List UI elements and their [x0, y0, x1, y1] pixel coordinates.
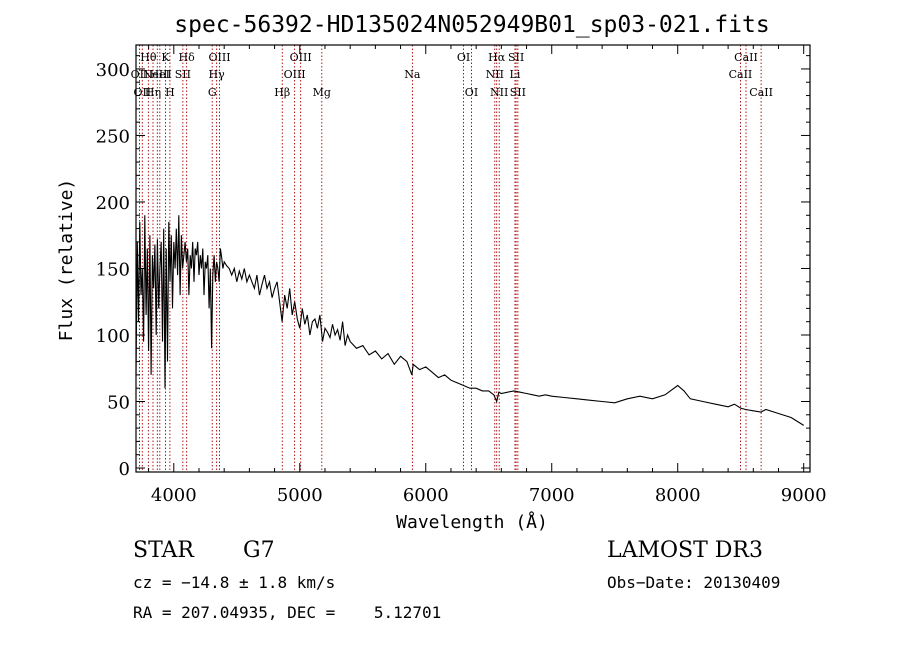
line-label-19: OI: [465, 86, 478, 99]
line-label-3: Hη: [145, 86, 161, 99]
survey-name: LAMOST DR3: [607, 538, 763, 563]
y-tick-label-4: 200: [96, 193, 130, 214]
line-label-28: CaII: [749, 86, 773, 99]
plot-frame: [135, 44, 811, 473]
line-label-6: K: [161, 51, 170, 64]
line-label-0: OII: [131, 68, 149, 81]
y-tick-label-6: 300: [96, 60, 130, 81]
line-label-15: OIII: [290, 51, 312, 64]
line-label-23: Li: [510, 68, 521, 81]
line-label-9: Hδ: [179, 51, 196, 64]
y-axis-ticks: 0 50 100 150 200 250 300: [96, 55, 810, 480]
object-class: STAR: [133, 538, 194, 563]
line-label-20: NII: [486, 68, 504, 81]
y-tick-label-1: 50: [107, 392, 130, 413]
line-label-14: OIII: [284, 68, 306, 81]
line-label-24: SII: [508, 51, 524, 64]
x-axis-ticks: 4000 5000 6000 7000 8000 9000: [148, 45, 827, 506]
line-label-17: Na: [404, 68, 421, 81]
line-label-21: Hα: [488, 51, 506, 64]
x-axis-label: Wavelength (Å): [396, 511, 548, 533]
line-label-7: H: [165, 86, 175, 99]
spectrum-series: [135, 215, 804, 426]
x-tick-label-2: 6000: [403, 485, 449, 506]
line-label-13: Hβ: [274, 86, 290, 99]
line-label-25: SII: [510, 86, 526, 99]
object-subclass: G7: [243, 538, 275, 563]
x-tick-label-0: 4000: [151, 485, 197, 506]
redshift-readout: cz = −14.8 ± 1.8 km/s: [133, 573, 336, 592]
line-label-4: NeIII: [143, 68, 172, 81]
line-label-8: SII: [175, 68, 191, 81]
y-tick-label-5: 250: [96, 126, 130, 147]
line-label-12: OIII: [208, 51, 230, 64]
chart-title: spec-56392-HD135024N052949B01_sp03-021.f…: [174, 12, 769, 38]
y-tick-label-0: 0: [119, 459, 130, 480]
line-label-18: OI: [457, 51, 470, 64]
line-label-10: G: [208, 86, 217, 99]
line-label-22: NII: [490, 86, 508, 99]
spectral-line-labels: OIIOIIHθHηNeIIIHeIKHSIIHδGHγOIIIHβOIIIOI…: [131, 51, 773, 99]
obs-date: Obs−Date: 20130409: [607, 573, 781, 592]
x-tick-label-3: 7000: [529, 485, 575, 506]
line-label-11: Hγ: [209, 68, 226, 81]
line-label-16: Mg: [313, 86, 331, 99]
y-tick-label-3: 150: [96, 259, 130, 280]
line-label-26: CaII: [729, 68, 753, 81]
spectral-line-markers: [139, 45, 762, 472]
line-label-27: CaII: [734, 51, 758, 64]
x-tick-label-5: 9000: [781, 485, 827, 506]
x-tick-label-1: 5000: [277, 485, 323, 506]
y-axis-label: Flux (relative): [56, 179, 77, 342]
line-label-2: Hθ: [140, 51, 157, 64]
x-tick-label-4: 8000: [655, 485, 701, 506]
ra-dec: RA = 207.04935, DEC = 5.12701: [133, 603, 442, 622]
y-tick-label-2: 100: [96, 326, 130, 347]
line-label-5: HeI: [150, 68, 170, 81]
